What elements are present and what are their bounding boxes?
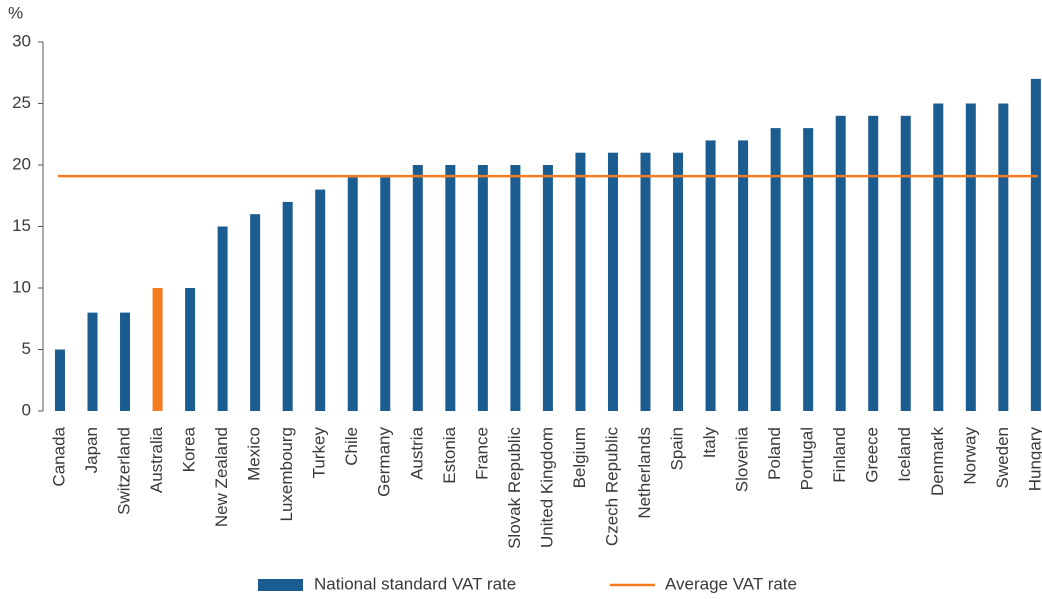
bar (152, 288, 163, 411)
bar (900, 115, 911, 412)
bar (380, 177, 391, 411)
x-tick-label: Sweden (993, 427, 1012, 488)
bar (347, 177, 358, 411)
bar (835, 115, 846, 412)
bar (510, 165, 521, 411)
x-tick-label: Canada (49, 426, 68, 486)
bar (282, 201, 293, 411)
bar (217, 226, 228, 411)
y-tick-label: 20 (12, 154, 31, 173)
bar (315, 189, 326, 411)
bar (542, 165, 553, 411)
x-tick-label: Iceland (895, 427, 914, 482)
x-tick-label: Greece (863, 427, 882, 483)
bar (933, 103, 944, 411)
bar (868, 115, 879, 412)
x-tick-label: Slovenia (733, 426, 752, 492)
bar (87, 312, 98, 411)
bar (998, 103, 1009, 411)
x-tick-label: Australia (147, 426, 166, 493)
x-tick-label: Hungary (1025, 427, 1042, 492)
x-tick-label: Czech Republic (602, 427, 621, 547)
y-tick-label: 30 (12, 31, 31, 50)
bar (640, 152, 651, 411)
y-tick-label: 10 (12, 277, 31, 296)
x-tick-label: Mexico (245, 427, 264, 481)
bar (120, 312, 131, 411)
bar (412, 165, 423, 411)
y-tick-label: 5 (22, 339, 31, 358)
bar (54, 349, 65, 411)
bar (770, 128, 781, 411)
x-tick-label: Slovak Republic (505, 427, 524, 549)
x-tick-label: United Kingdom (537, 427, 556, 548)
legend-swatch (258, 579, 303, 591)
x-tick-label: Austria (407, 426, 426, 479)
x-tick-label: Netherlands (635, 427, 654, 519)
x-tick-label: Estonia (440, 426, 459, 483)
x-tick-label: Germany (375, 427, 394, 497)
y-tick-label: 15 (12, 216, 31, 235)
bar (445, 165, 456, 411)
x-tick-label: Switzerland (115, 427, 134, 515)
bar (705, 140, 716, 411)
bar (1030, 78, 1041, 412)
x-tick-label: Belgium (570, 427, 589, 488)
y-tick-label: 25 (12, 93, 31, 112)
x-tick-label: Portugal (798, 427, 817, 490)
x-tick-label: Luxembourg (277, 427, 296, 522)
legend-label: National standard VAT rate (314, 574, 516, 593)
y-axis-label: % (8, 3, 23, 22)
bar (803, 128, 814, 411)
x-tick-label: Korea (180, 426, 199, 472)
bar (477, 165, 488, 411)
x-tick-label: Spain (668, 427, 687, 470)
bar (965, 103, 976, 411)
bar (738, 140, 749, 411)
x-tick-label: Japan (82, 427, 101, 473)
x-tick-label: Norway (960, 427, 979, 485)
x-tick-label: France (472, 427, 491, 480)
x-tick-label: Turkey (310, 427, 329, 479)
x-tick-label: Finland (830, 427, 849, 483)
y-tick-label: 0 (22, 400, 31, 419)
bar (250, 214, 261, 411)
x-tick-label: New Zealand (212, 427, 231, 527)
bar (607, 152, 618, 411)
legend-label: Average VAT rate (665, 574, 797, 593)
x-tick-label: Denmark (928, 427, 947, 496)
bar (575, 152, 586, 411)
x-tick-label: Poland (765, 427, 784, 480)
bar (673, 152, 684, 411)
x-tick-label: Italy (700, 427, 719, 459)
bar (185, 288, 196, 411)
x-tick-label: Chile (342, 427, 361, 466)
